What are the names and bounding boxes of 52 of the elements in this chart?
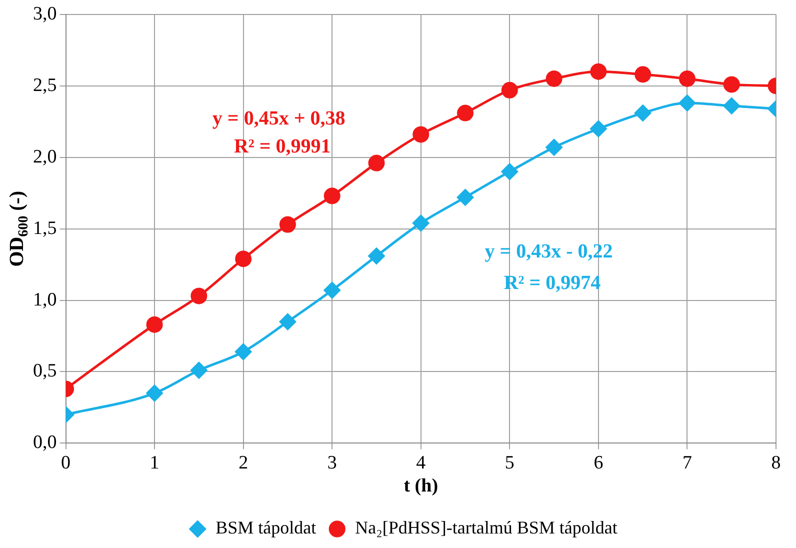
point (368, 154, 385, 172)
x-axis-title: t (h) (404, 476, 438, 497)
x-tick-label: 5 (504, 452, 514, 474)
point (678, 70, 696, 87)
point (678, 94, 696, 112)
y-tick-label: 0,5 (33, 360, 57, 382)
point (457, 189, 474, 206)
y-tick-label: 0,0 (33, 432, 57, 454)
point (634, 66, 652, 83)
point (501, 82, 518, 98)
point (412, 214, 430, 232)
x-tick-label: 0 (61, 452, 70, 474)
point (590, 63, 607, 80)
point (723, 98, 740, 114)
point (723, 76, 740, 93)
annotation: R² = 0,9974 (504, 272, 601, 294)
point (412, 126, 430, 143)
y-tick-label: 1,0 (33, 289, 57, 310)
point (501, 163, 518, 180)
x-tick-label: 2 (238, 452, 248, 474)
annotation: y = 0,45x + 0,38 (212, 108, 346, 130)
point (190, 288, 208, 304)
point (190, 362, 208, 379)
x-tick-label: 7 (682, 452, 692, 474)
point (146, 316, 163, 333)
x-tick-label: 6 (594, 452, 604, 474)
point (457, 104, 474, 122)
point (235, 250, 252, 268)
point (279, 216, 296, 233)
point (368, 248, 385, 264)
legend-label: BSM tápoldat (216, 518, 316, 538)
y-tick-label: 2,0 (33, 146, 57, 168)
y-tick-label: 3,0 (33, 3, 57, 24)
annotation: y = 0,43x - 0,22 (484, 240, 613, 263)
point (324, 282, 340, 299)
x-tick-label: 4 (416, 452, 426, 474)
point (146, 384, 163, 402)
annotation: R² = 0,9991 (234, 136, 331, 158)
point (546, 139, 562, 156)
y-tick-label: 1,5 (33, 218, 57, 239)
x-tick-label: 8 (771, 452, 781, 474)
point (235, 343, 252, 360)
point (324, 188, 340, 204)
y-tick-label: 2,5 (33, 74, 57, 96)
x-tick-label: 1 (150, 452, 160, 474)
point (634, 104, 652, 122)
point (590, 120, 607, 137)
point (546, 70, 562, 87)
point (279, 313, 296, 330)
y-axis-title: OD600 (-) (6, 190, 32, 267)
x-tick-label: 3 (327, 452, 337, 474)
legend-label: Na₂[PdHSS]-tartalmú BSM tápoldat (355, 518, 618, 538)
